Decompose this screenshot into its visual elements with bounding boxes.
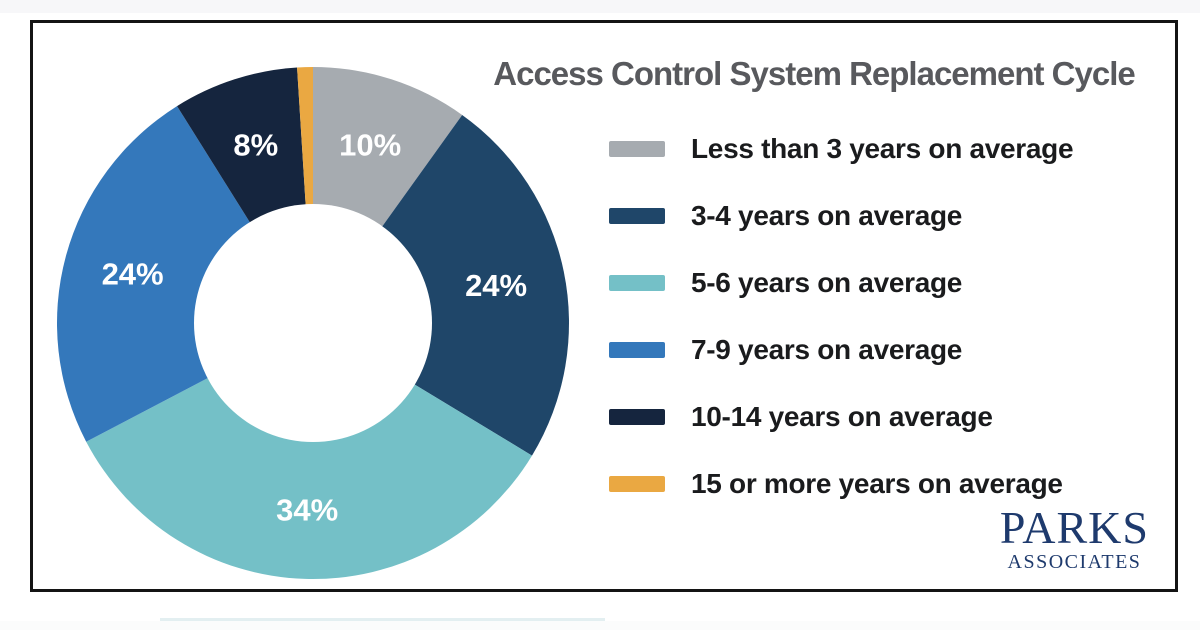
legend-item: 15 or more years on average [609,450,1073,517]
legend-item-label: 7-9 years on average [691,333,963,365]
slice-percent-label: 10% [339,128,401,163]
donut-slice [313,114,569,456]
legend-item: 10-14 years on average [609,383,1073,450]
donut-hole [194,204,432,442]
legend-item-label: 15 or more years on average [691,467,1063,499]
legend-item: Less than 3 years on average [609,115,1074,182]
logo-wordmark: PARKS [999,502,1149,553]
slice-percent-label: 34% [276,492,338,527]
bottom-edge-strip [0,621,1200,630]
legend-item: 7-9 years on average [609,316,1073,383]
legend-swatch [609,140,665,157]
legend-item-label: 3-4 years on average [691,199,963,231]
bottom-faint-line [160,618,605,621]
legend-item-label: Less than 3 years on average [691,132,1074,164]
donut-chart: 10% 24% 34% 24% 8% [56,67,569,580]
legend-item-label: 5-6 years on average [691,266,963,298]
slice-percent-label: 8% [233,128,278,163]
legend: Less than 3 years on average 3-4 years on… [609,115,1074,517]
legend-item-label: 10-14 years on average [691,400,993,432]
legend-item: 3-4 years on average [609,182,1073,249]
chart-title: Access Control System Replacement Cycle [493,55,1135,92]
slice-percent-label: 24% [465,268,527,303]
donut-slice [86,323,533,580]
legend-swatch [609,274,665,291]
parks-associates-logo: PARKS ASSOCIATES [999,502,1149,573]
chart-card: Access Control System Replacement Cycle … [30,20,1178,592]
legend-swatch [609,341,665,358]
legend-swatch [609,475,665,492]
donut-slice [56,106,314,442]
logo-subtext: ASSOCIATES [1007,551,1142,573]
legend-item: 5-6 years on average [609,249,1073,316]
top-edge-strip [0,0,1200,13]
legend-swatch [609,408,665,425]
slice-percent-label: 24% [102,257,164,292]
legend-swatch [609,207,665,224]
